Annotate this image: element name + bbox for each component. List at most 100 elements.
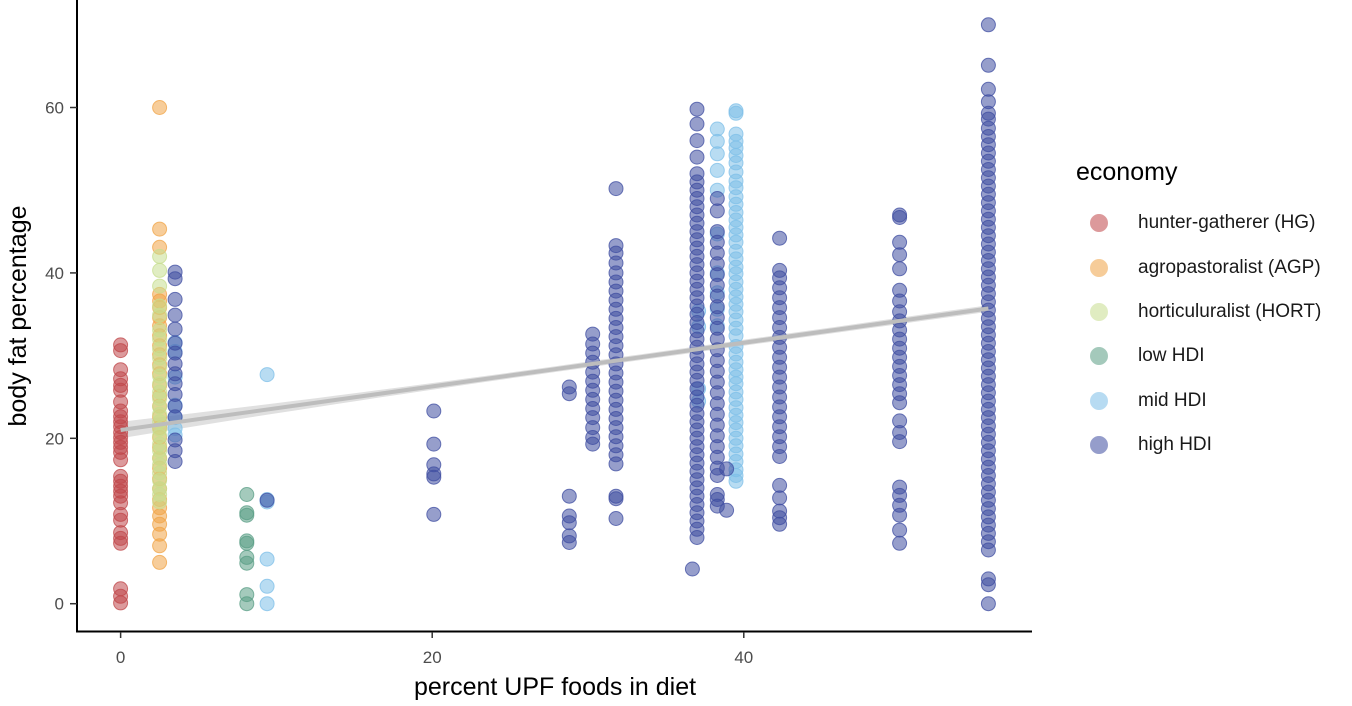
- axes: [76, 0, 1032, 633]
- data-point: [980, 596, 996, 612]
- legend-key-marker: [1090, 391, 1108, 410]
- data-point: [892, 282, 908, 298]
- data-point: [892, 522, 908, 538]
- data-point: [709, 487, 725, 502]
- y-tick-label: 40: [45, 264, 64, 283]
- trend-line: [120, 306, 989, 433]
- legend-label: low HDI: [1138, 345, 1205, 367]
- y-tick-label: 0: [55, 595, 64, 614]
- data-point: [772, 477, 788, 493]
- data-point: [239, 533, 255, 549]
- legend-item: horticuluralist (HORT): [1076, 290, 1352, 334]
- legend-key-marker: [1090, 214, 1108, 233]
- data-point: [113, 362, 129, 378]
- data-point: [152, 248, 168, 264]
- data-point: [980, 17, 996, 33]
- legend-item: hunter-gatherer (HG): [1076, 201, 1352, 245]
- data-point: [689, 116, 705, 132]
- data-point: [152, 221, 168, 237]
- data-point: [892, 207, 908, 223]
- data-point: [772, 262, 788, 278]
- data-point: [608, 488, 624, 504]
- data-point: [152, 307, 168, 323]
- data-point: [152, 100, 168, 115]
- data-point: [892, 234, 908, 250]
- legend-label: high HDI: [1138, 434, 1212, 456]
- data-point: [167, 335, 183, 351]
- legend-item: mid HDI: [1076, 379, 1352, 423]
- legend-item: low HDI: [1076, 334, 1352, 378]
- data-point: [689, 149, 705, 165]
- x-tick-label: 20: [423, 648, 442, 667]
- data-point: [259, 492, 275, 508]
- data-point: [259, 596, 275, 612]
- data-point: [709, 224, 725, 240]
- data-point: [719, 461, 735, 477]
- data-point: [152, 278, 168, 294]
- legend-items: hunter-gatherer (HG) agropastoralist (AGP…: [1076, 201, 1352, 467]
- data-point: [561, 379, 577, 395]
- legend-key-marker: [1090, 436, 1108, 455]
- data-point: [980, 571, 996, 587]
- data-point: [608, 511, 624, 526]
- data-point: [709, 191, 725, 206]
- legend-key-marker: [1090, 347, 1108, 366]
- data-point: [719, 502, 735, 518]
- data-point: [892, 479, 908, 495]
- data-point: [239, 505, 255, 521]
- data-point: [772, 490, 788, 506]
- data-point: [684, 561, 700, 577]
- legend-label: horticuluralist (HORT): [1138, 300, 1322, 322]
- data-point: [892, 535, 908, 551]
- data-point: [709, 162, 725, 178]
- data-point: [426, 403, 442, 419]
- series-3: [239, 487, 255, 612]
- data-point: [259, 578, 275, 594]
- data-point: [113, 337, 129, 353]
- data-points: [113, 17, 996, 612]
- data-point: [239, 549, 255, 565]
- data-point: [426, 436, 442, 452]
- y-axis-title: body fat percentage: [4, 206, 32, 427]
- data-point: [709, 146, 725, 162]
- data-point: [259, 367, 275, 383]
- legend-label: hunter-gatherer (HG): [1138, 212, 1316, 234]
- data-point: [239, 487, 255, 502]
- data-point: [689, 101, 705, 117]
- x-tick-label: 40: [734, 648, 753, 667]
- trend-line-layer: [120, 306, 989, 433]
- data-point: [113, 468, 129, 484]
- legend-key-marker: [1090, 258, 1108, 277]
- y-tick-label: 20: [45, 429, 64, 448]
- data-point: [426, 457, 442, 473]
- series-5: [167, 17, 996, 612]
- data-point: [980, 57, 996, 73]
- data-point: [426, 506, 442, 522]
- legend: economy hunter-gatherer (HG) agropastoral…: [1076, 158, 1352, 467]
- data-point: [167, 432, 183, 448]
- legend-item: high HDI: [1076, 423, 1352, 467]
- data-point: [689, 166, 705, 182]
- legend-label: mid HDI: [1138, 389, 1207, 411]
- data-point: [980, 81, 996, 97]
- data-point: [167, 264, 183, 280]
- y-tick-label: 60: [45, 99, 64, 118]
- data-point: [152, 262, 168, 278]
- legend-label: agropastoralist (AGP): [1138, 256, 1321, 278]
- data-point: [892, 413, 908, 429]
- x-tick-label: 0: [116, 648, 125, 667]
- data-point: [728, 105, 744, 121]
- data-point: [772, 503, 788, 519]
- data-point: [892, 261, 908, 277]
- axis-ticks: 0 20 40 0 20 40 60: [45, 99, 753, 667]
- data-point: [152, 538, 168, 554]
- data-point: [561, 508, 577, 524]
- legend-title: economy: [1076, 158, 1178, 186]
- data-point: [689, 133, 705, 149]
- data-point: [709, 121, 725, 137]
- data-point: [113, 581, 129, 597]
- data-point: [167, 321, 183, 337]
- data-point: [239, 587, 255, 603]
- data-point: [561, 528, 577, 544]
- legend-item: agropastoralist (AGP): [1076, 245, 1352, 289]
